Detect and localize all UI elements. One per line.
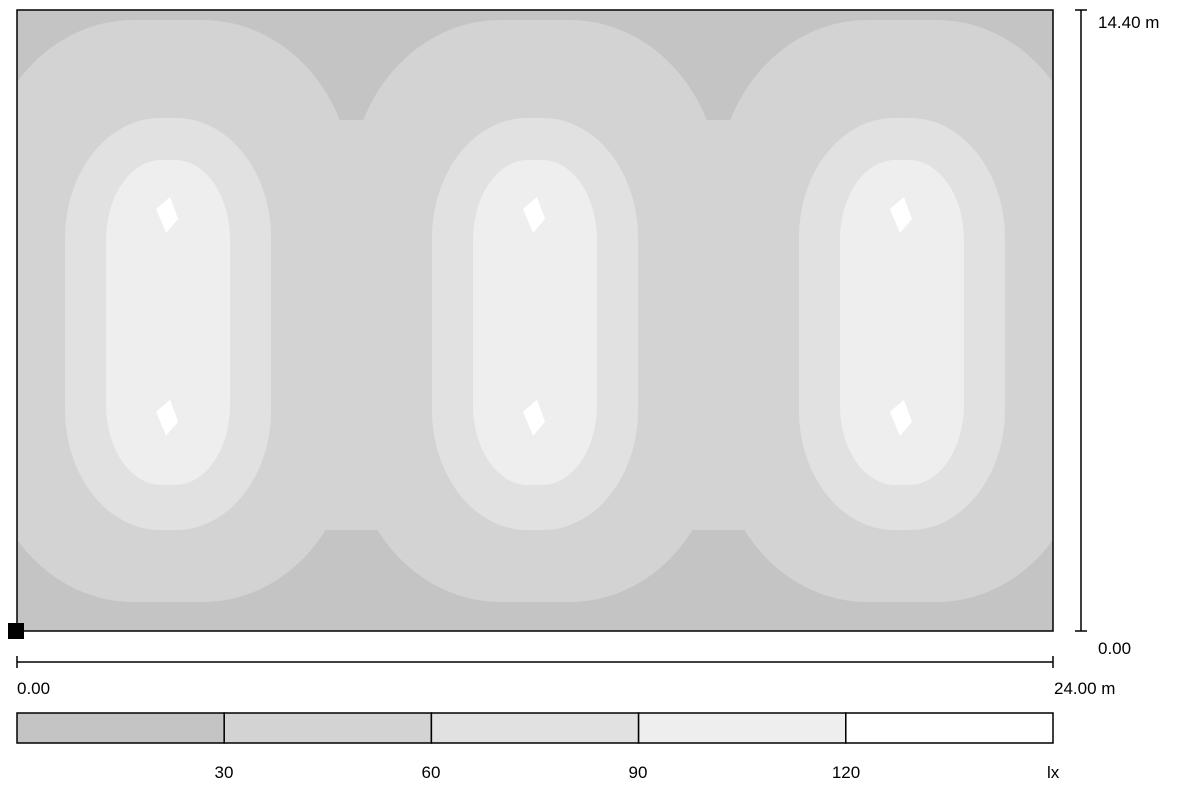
contour-hotspot xyxy=(156,399,179,436)
legend-tick-label: 90 xyxy=(628,763,648,782)
contour-band-3-waist xyxy=(485,248,585,389)
legend-swatch xyxy=(223,712,433,744)
contour-band-3-waist xyxy=(851,248,952,389)
contour-hotspot xyxy=(889,399,912,436)
legend-swatch xyxy=(16,712,225,744)
y-axis-max-label: 14.40 m xyxy=(1098,13,1160,32)
legend-swatch xyxy=(845,712,1054,744)
x-axis-min-label: 0.00 xyxy=(17,679,51,698)
legend-tick-label: 30 xyxy=(214,763,234,782)
y-axis-min-label: 0.00 xyxy=(1098,639,1132,658)
x-dimension-line xyxy=(16,656,1054,668)
contour-hotspot xyxy=(889,197,912,233)
contour-band-3-waist xyxy=(118,248,219,389)
contour-hotspot xyxy=(156,197,179,233)
contour-area xyxy=(17,10,1053,631)
legend-swatch xyxy=(637,712,847,744)
legend-scale xyxy=(16,712,1054,744)
origin-marker xyxy=(8,623,24,639)
contour-hotspot xyxy=(523,399,545,436)
legend-tick-label: 120 xyxy=(831,763,861,782)
legend-tick-label: 60 xyxy=(421,763,441,782)
legend-swatch xyxy=(430,712,640,744)
x-axis-max-label: 24.00 m xyxy=(1054,679,1116,698)
contour-hotspot xyxy=(523,197,545,233)
y-dimension-line xyxy=(1075,9,1087,632)
room-outline xyxy=(16,9,1054,632)
legend-unit-label: lx xyxy=(1047,763,1060,782)
